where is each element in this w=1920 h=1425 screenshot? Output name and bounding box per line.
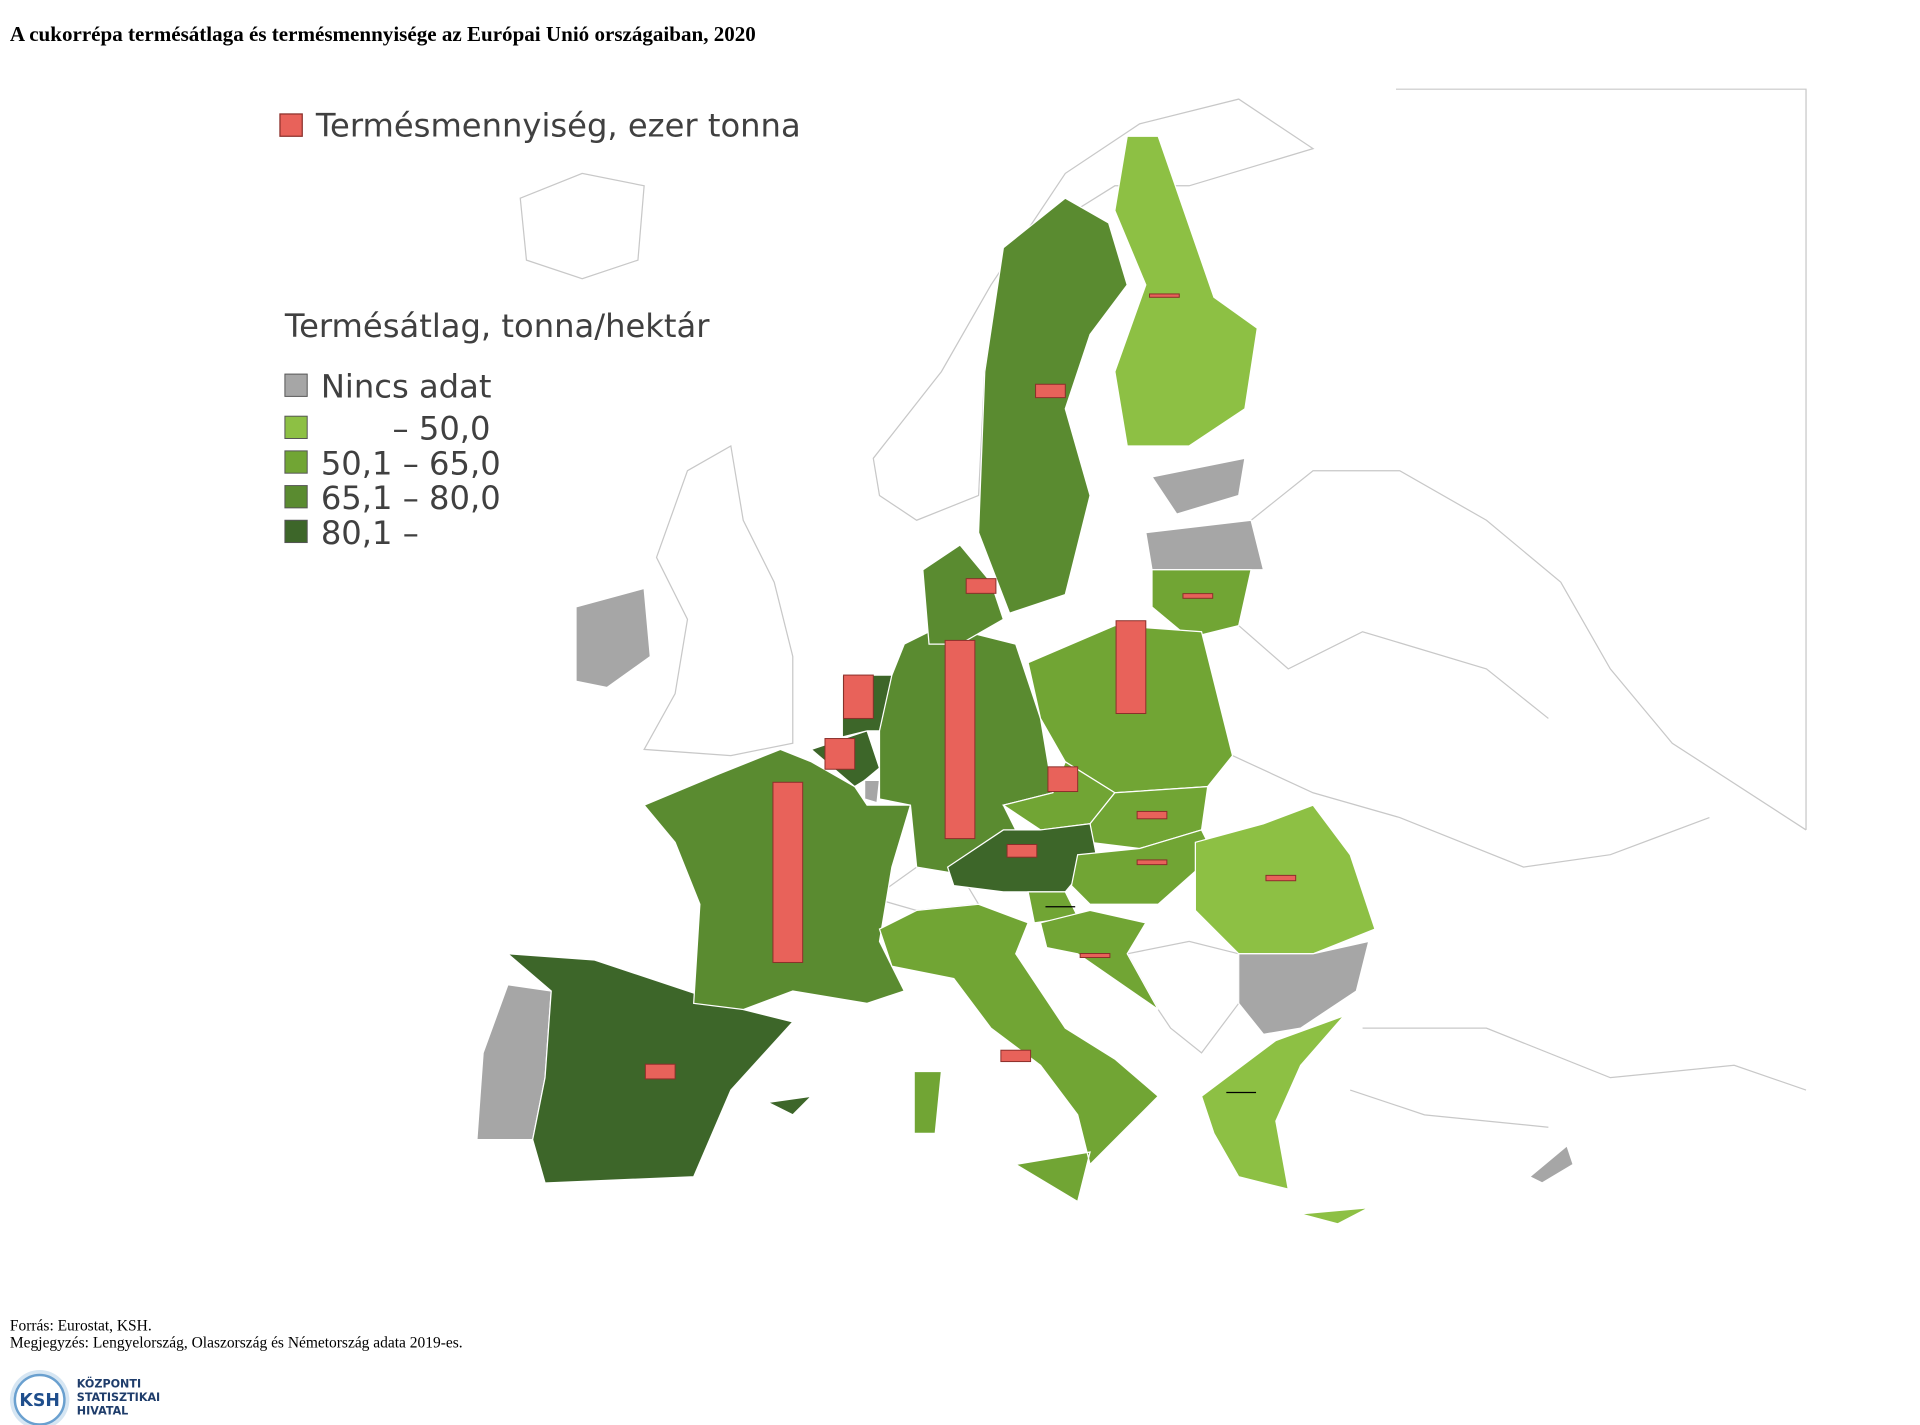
legend-label: 65,1 – 80,0	[321, 479, 501, 517]
legend-swatch	[284, 485, 308, 509]
bars	[644, 293, 1297, 1094]
bar	[1136, 810, 1168, 820]
footnote: Megjegyzés: Lengyelország, Olaszország é…	[10, 1335, 463, 1352]
legend-swatch	[284, 519, 308, 544]
bar	[824, 738, 856, 770]
country	[977, 197, 1128, 614]
outline-uk	[643, 444, 794, 757]
frame-line	[1396, 88, 1807, 830]
bar	[1006, 844, 1038, 858]
country	[1238, 940, 1370, 1035]
legend: Termésmennyiség, ezer tonna Termésátlag,…	[279, 106, 801, 552]
legend-label: 80,1 –	[321, 514, 419, 552]
source-note: Forrás: Eurostat, KSH.	[10, 1317, 152, 1334]
bar	[843, 674, 874, 719]
bar	[1035, 383, 1066, 399]
map-title: A cukorrépa termésátlaga és termésmennyi…	[10, 22, 756, 46]
bar	[1182, 593, 1214, 599]
country	[1150, 457, 1246, 515]
logo: KSH KÖZPONTI STATISZTIKAI HIVATAL	[9, 1370, 160, 1425]
logo-text: HIVATAL	[77, 1405, 128, 1418]
country	[1151, 569, 1252, 639]
country	[575, 587, 651, 689]
country	[1528, 1144, 1574, 1184]
legend-title: Termésátlag, tonna/hektár	[284, 307, 710, 345]
bar	[1000, 1049, 1032, 1063]
logo-abbr: KSH	[19, 1391, 59, 1411]
outline-turkey	[1349, 1027, 1807, 1128]
legend-label: – 50,0	[393, 410, 491, 448]
bar	[944, 639, 976, 840]
bar	[644, 1063, 676, 1080]
country	[1039, 909, 1159, 1011]
bar	[1079, 953, 1111, 959]
outline-russia-belarus-ukraine	[1232, 470, 1807, 868]
legend-swatch	[284, 415, 308, 439]
legend-swatch	[279, 113, 303, 137]
outline-switzerland	[871, 866, 980, 912]
country	[1070, 829, 1215, 905]
country	[864, 779, 881, 804]
bar	[772, 781, 804, 963]
legend-label: Nincs adat	[321, 368, 492, 406]
legend-swatch	[284, 373, 308, 397]
bar	[1115, 620, 1147, 714]
outline-iceland	[519, 172, 645, 280]
outline-balkans	[1126, 940, 1240, 1054]
logo-text: STATISZTIKAI	[77, 1391, 160, 1404]
bar	[965, 578, 997, 594]
country	[878, 903, 1160, 1203]
bar	[1047, 766, 1079, 793]
country	[1200, 1015, 1370, 1225]
country	[1145, 519, 1265, 571]
bar	[1265, 874, 1297, 882]
legend-label: Termésmennyiség, ezer tonna	[315, 106, 801, 144]
country	[922, 544, 1005, 645]
country	[1114, 135, 1258, 447]
logo-text: KÖZPONTI	[77, 1376, 141, 1390]
legend-label: 50,1 – 65,0	[321, 444, 501, 482]
bar	[1136, 859, 1168, 866]
legend-swatch	[284, 450, 308, 474]
bar	[1149, 293, 1180, 298]
